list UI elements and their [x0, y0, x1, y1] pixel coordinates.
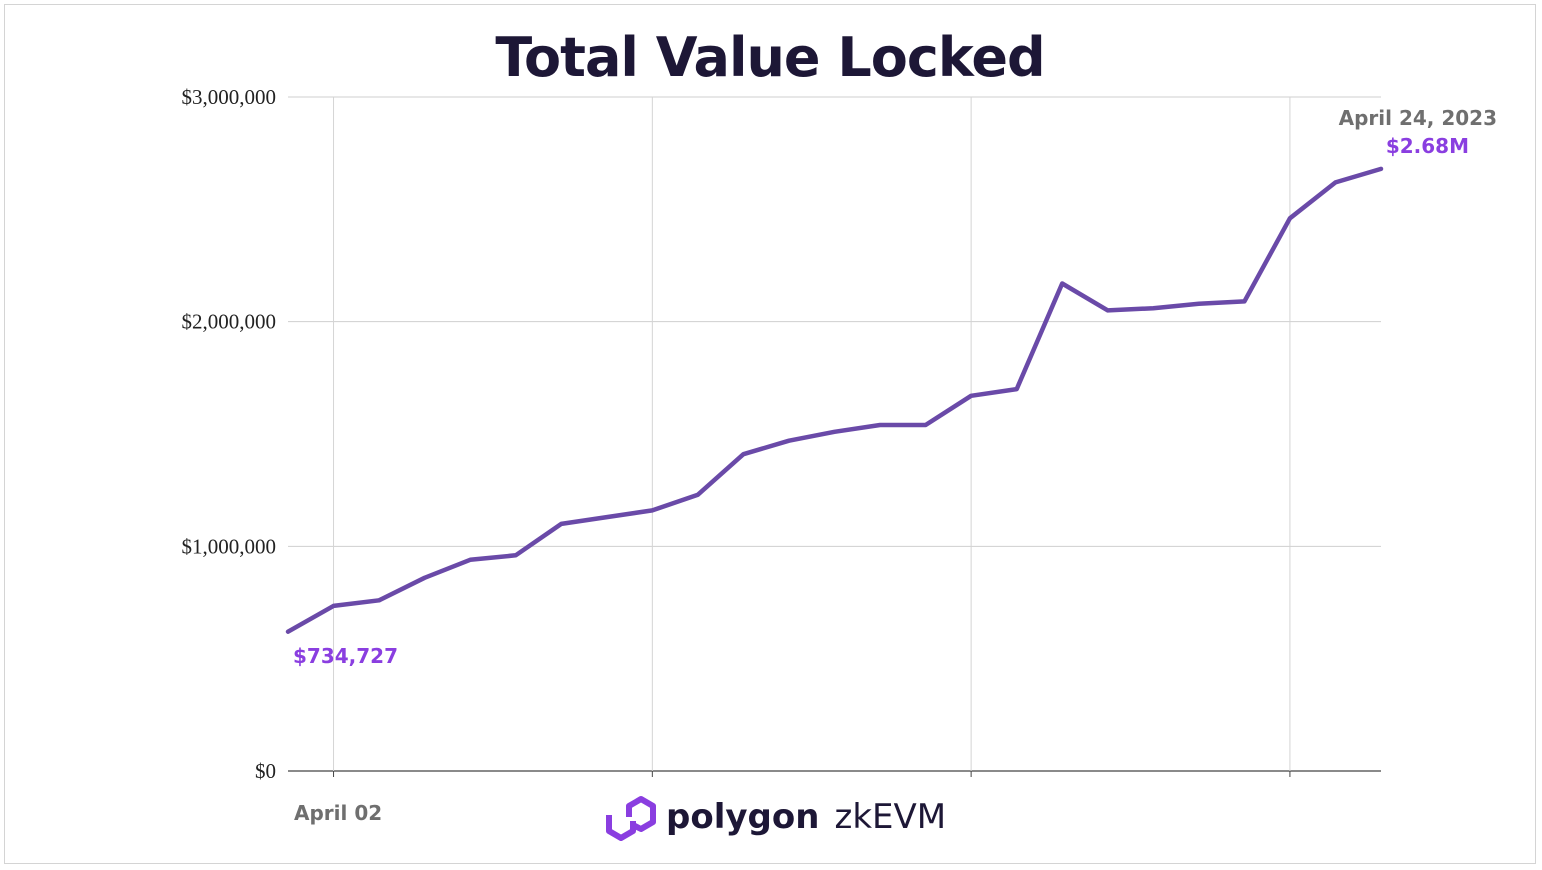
y-tick-label: $0: [255, 759, 276, 783]
series-layer: [285, 166, 1384, 634]
polygon-logo: polygon zkEVM: [606, 796, 946, 841]
end-date-label: April 24, 2023: [1339, 106, 1497, 130]
chart-title: Total Value Locked: [495, 26, 1044, 89]
brand-name-polygon: polygon: [666, 797, 819, 837]
grid-lines: [288, 96, 1381, 777]
y-tick-label: $3,000,000: [182, 85, 277, 109]
y-tick-label: $2,000,000: [182, 310, 277, 334]
x-start-date-label: April 02: [294, 801, 382, 825]
series-line-tvl: [285, 166, 1384, 634]
start-value-label: $734,727: [293, 644, 398, 668]
y-tick-label: $1,000,000: [182, 534, 277, 558]
chart-frame: [4, 4, 1536, 864]
brand-name-zkevm: zkEVM: [835, 797, 947, 837]
svg-text:polygon zkEVM: polygon zkEVM: [666, 797, 946, 837]
end-value-label: $2.68M: [1386, 134, 1469, 158]
polygon-icon: [606, 796, 656, 841]
y-axis-ticks: $3,000,000 $2,000,000 $1,000,000 $0: [182, 85, 277, 783]
